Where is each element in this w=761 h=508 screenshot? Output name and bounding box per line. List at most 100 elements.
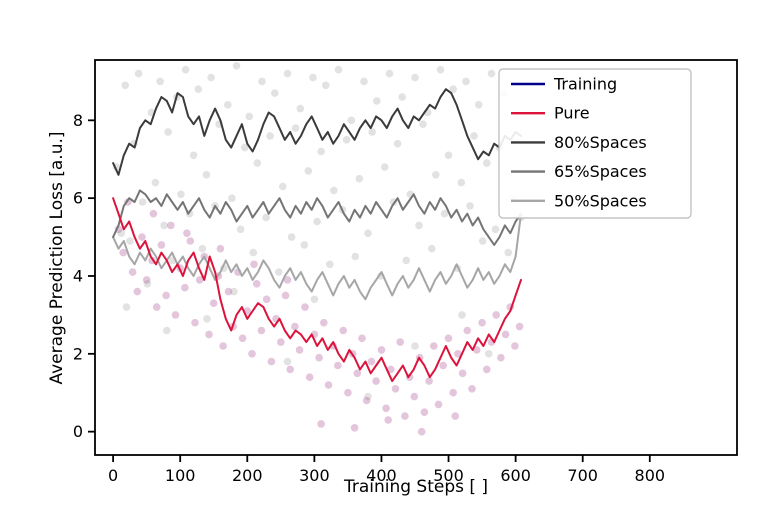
scatter-point <box>238 334 247 343</box>
scatter-point <box>355 174 364 183</box>
scatter-point <box>151 178 160 187</box>
y-tick-label: 8 <box>73 111 83 130</box>
scatter-point <box>385 69 394 78</box>
scatter-point <box>382 404 390 413</box>
scatter-point <box>387 365 395 374</box>
series-line-80%Spaces <box>112 88 522 176</box>
scatter-point <box>398 93 407 101</box>
scatter-point <box>310 295 319 304</box>
scatter-point <box>315 353 323 362</box>
scatter-point <box>181 65 190 74</box>
scatter-point <box>347 116 356 125</box>
scatter-point <box>411 73 419 82</box>
scatter-point <box>350 424 359 432</box>
scatter-point <box>384 416 393 424</box>
scatter-point <box>216 244 225 253</box>
scatter-point <box>152 303 161 311</box>
scatter-point <box>143 280 152 288</box>
x-tick-label: 0 <box>108 466 118 485</box>
scatter-point <box>351 252 360 261</box>
scatter-point <box>439 361 448 370</box>
scatter-point <box>119 248 127 257</box>
scatter-point <box>286 365 295 374</box>
scatter-point <box>266 132 274 140</box>
scatter-point <box>230 287 238 296</box>
scatter-point <box>497 353 505 362</box>
scatter-point <box>322 81 330 90</box>
x-axis-label: Training Steps [ ] <box>343 477 488 497</box>
scatter-point <box>313 217 321 226</box>
scatter-point <box>281 291 290 300</box>
scatter-point <box>504 248 512 257</box>
legend-label: Training <box>553 75 617 94</box>
scatter-point <box>430 342 438 350</box>
scatter-point <box>483 365 491 374</box>
scatter-point <box>344 388 352 397</box>
scatter-point <box>515 322 524 331</box>
scatter-point <box>367 357 376 366</box>
y-tick-label: 2 <box>73 344 83 363</box>
scatter-point <box>485 350 493 358</box>
y-tick-label: 4 <box>73 266 83 285</box>
scatter-point <box>291 124 300 132</box>
scatter-point <box>364 229 372 237</box>
scatter-point <box>474 101 483 109</box>
scatter-point <box>283 357 292 366</box>
scatter-point <box>189 151 198 160</box>
scatter-point <box>219 342 227 350</box>
scatter-point <box>444 334 453 343</box>
scatter-point <box>122 303 131 311</box>
scatter-point <box>162 291 170 300</box>
scatter-point <box>163 326 171 335</box>
scatter-point <box>177 190 185 199</box>
scatter-point <box>207 73 215 82</box>
y-tick-label: 0 <box>73 422 83 441</box>
raw-loss-gray-scatter <box>112 62 525 401</box>
scatter-point <box>317 147 325 156</box>
scatter-point <box>410 392 419 401</box>
scatter-point <box>372 377 380 385</box>
scatter-point <box>164 128 172 136</box>
scatter-point <box>342 136 351 144</box>
scatter-point <box>287 233 296 241</box>
legend-label: Pure <box>554 104 590 123</box>
x-tick-label: 700 <box>567 466 598 485</box>
x-tick-label: 500 <box>433 466 464 485</box>
scatter-point <box>275 268 283 276</box>
scatter-point <box>134 69 143 78</box>
scatter-point <box>249 248 258 257</box>
scatter-point <box>194 85 203 93</box>
scatter-point <box>458 311 466 319</box>
scatter-point <box>209 299 218 308</box>
x-tick-label: 800 <box>635 466 666 485</box>
scatter-point <box>454 350 462 358</box>
scatter-point <box>224 101 232 109</box>
legend-label: 50%Spaces <box>554 191 647 210</box>
scatter-point <box>240 143 249 152</box>
x-tick-label: 600 <box>500 466 531 485</box>
scatter-point <box>283 69 292 78</box>
scatter-point <box>309 73 317 82</box>
scatter-point <box>138 233 146 241</box>
scatter-point <box>511 342 519 350</box>
scatter-layer <box>112 62 525 436</box>
scatter-point <box>419 120 427 128</box>
scatter-point <box>291 322 299 331</box>
scatter-point <box>248 350 256 358</box>
scatter-point <box>279 182 287 191</box>
scatter-point <box>491 225 500 234</box>
scatter-point <box>203 315 211 323</box>
scatter-point <box>157 241 166 249</box>
scatter-point <box>451 412 460 420</box>
x-tick-label: 300 <box>299 466 330 485</box>
scatter-point <box>232 62 241 70</box>
scatter-point <box>373 97 381 105</box>
scatter-point <box>195 276 204 284</box>
x-tick-label: 200 <box>232 466 263 485</box>
scatter-point <box>156 77 164 86</box>
scatter-point <box>245 112 254 121</box>
scatter-point <box>128 268 137 276</box>
scatter-point <box>449 388 458 397</box>
